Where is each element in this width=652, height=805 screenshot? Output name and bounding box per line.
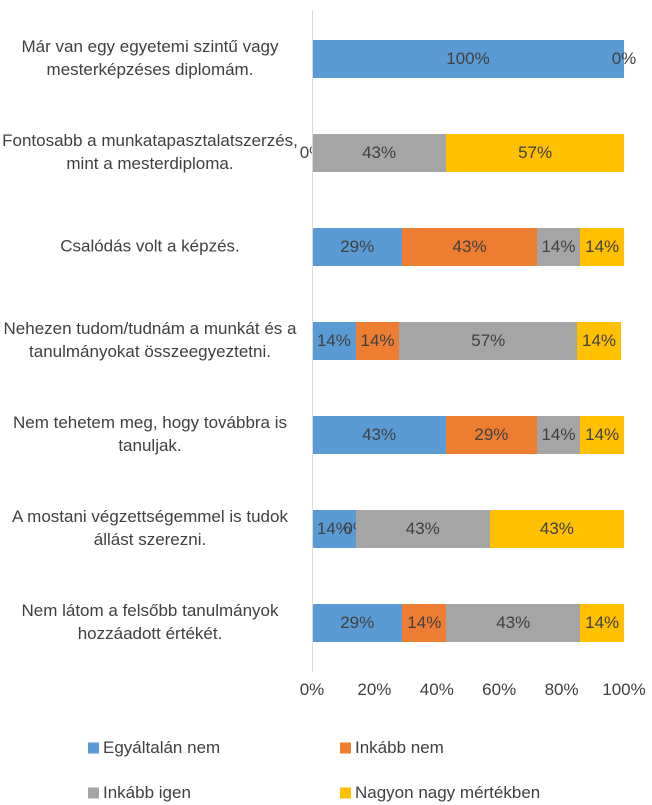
legend-swatch xyxy=(88,742,99,754)
x-tick-label: 40% xyxy=(419,680,454,699)
value-label: 57% xyxy=(518,143,553,162)
value-label: 14% xyxy=(585,425,620,444)
value-label: 14% xyxy=(585,237,620,256)
bar xyxy=(446,134,624,172)
legend-swatch xyxy=(88,787,99,799)
bar xyxy=(312,416,447,454)
value-label: 100% xyxy=(446,49,490,68)
legend-label: Nagyon nagy mértékben xyxy=(355,783,541,802)
x-tick-label: 60% xyxy=(482,680,517,699)
value-label: 14% xyxy=(407,613,442,632)
bar xyxy=(402,228,537,266)
bar xyxy=(446,604,581,642)
legend-label: Inkább nem xyxy=(355,738,444,757)
bar xyxy=(580,604,624,642)
value-label: 14% xyxy=(360,331,395,350)
legend-label: Inkább igen xyxy=(103,783,191,802)
legend-swatch xyxy=(340,787,351,799)
x-tick-label: 80% xyxy=(544,680,579,699)
category-label: Fontosabb a munkatapasztalatszerzés, min… xyxy=(2,131,298,173)
value-label: 29% xyxy=(474,425,509,444)
value-label: 0% xyxy=(611,49,637,68)
value-label: 29% xyxy=(340,613,375,632)
bar xyxy=(580,228,624,266)
bar xyxy=(580,416,624,454)
category-label: Nehezen tudom/tudnám a munkát és a tanul… xyxy=(3,319,297,361)
value-label: 14% xyxy=(541,237,576,256)
bar xyxy=(312,40,624,78)
value-label: 14% xyxy=(585,613,620,632)
bar xyxy=(446,416,537,454)
bar xyxy=(355,322,400,360)
value-label: 29% xyxy=(340,237,375,256)
legend-swatch xyxy=(340,742,351,754)
value-label: 43% xyxy=(405,519,440,538)
value-label: 43% xyxy=(362,143,397,162)
legend-label: Egyáltalán nem xyxy=(103,738,221,757)
bar xyxy=(536,228,581,266)
value-label: 43% xyxy=(496,613,531,632)
category-label: Már van egy egyetemi szintű vagy mesterk… xyxy=(21,37,279,79)
value-label: 43% xyxy=(539,519,574,538)
category-label: Nem látom a felsőbb tanulmányok hozzáado… xyxy=(21,601,279,643)
value-label: 43% xyxy=(362,425,397,444)
x-tick-label: 0% xyxy=(299,680,325,699)
bar xyxy=(312,228,403,266)
x-tick-label: 100% xyxy=(602,680,646,699)
bar xyxy=(577,322,621,360)
bar xyxy=(312,134,447,172)
bar xyxy=(536,416,581,454)
value-label: 57% xyxy=(471,331,506,350)
x-tick-label: 20% xyxy=(357,680,392,699)
bar xyxy=(402,604,447,642)
bar xyxy=(399,322,578,360)
category-label: Nem tehetem meg, hogy továbbra is tanulj… xyxy=(12,413,288,455)
value-label: 14% xyxy=(541,425,576,444)
axis-line xyxy=(311,10,313,672)
bar xyxy=(489,510,624,548)
category-label: Csalódás volt a képzés. xyxy=(60,236,240,256)
bar xyxy=(312,604,403,642)
value-label: 14% xyxy=(316,331,351,350)
bar xyxy=(355,510,490,548)
category-label: A mostani végzettségemmel is tudok állás… xyxy=(12,507,288,549)
value-label: 43% xyxy=(452,237,487,256)
bar xyxy=(312,510,356,548)
value-label: 14% xyxy=(316,519,351,538)
value-label: 14% xyxy=(582,331,617,350)
bar xyxy=(312,322,356,360)
